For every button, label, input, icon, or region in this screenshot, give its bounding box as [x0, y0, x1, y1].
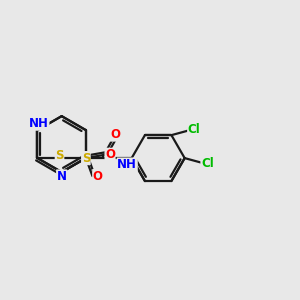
Text: Cl: Cl — [188, 123, 200, 136]
Text: S: S — [82, 152, 90, 165]
Text: N: N — [57, 170, 67, 183]
Text: S: S — [55, 149, 64, 162]
Text: O: O — [105, 148, 115, 161]
Text: NH: NH — [117, 158, 137, 171]
Text: Cl: Cl — [201, 157, 214, 170]
Text: O: O — [110, 128, 121, 141]
Text: NH: NH — [29, 117, 49, 130]
Text: O: O — [93, 169, 103, 183]
